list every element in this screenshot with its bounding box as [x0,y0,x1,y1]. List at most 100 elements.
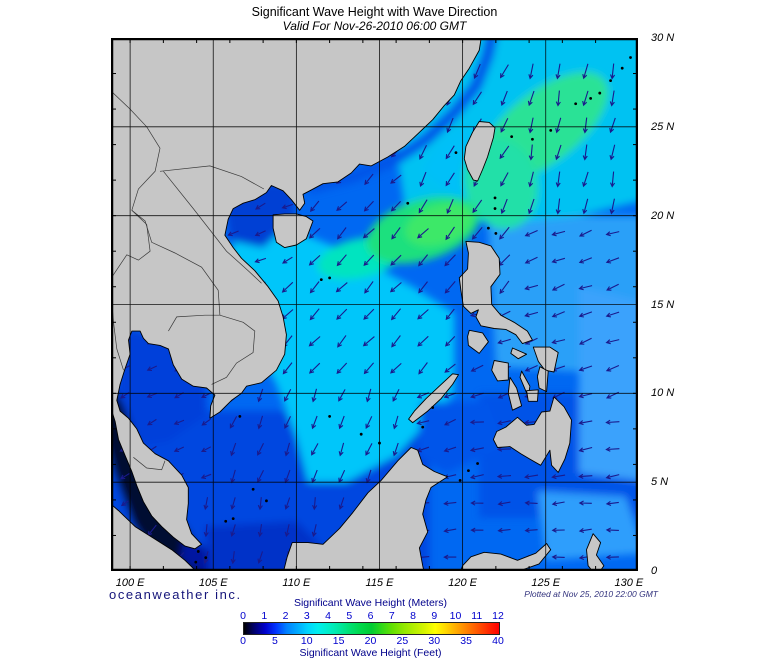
wave-arrow [444,281,456,294]
island-dot [476,462,479,465]
wave-arrow [444,254,456,267]
wave-arrow [281,203,294,210]
wave-arrow [551,474,566,480]
wave-arrow [578,229,592,237]
land-palawan [408,373,459,424]
land-taiwan [463,121,496,182]
wave-arrow [257,388,264,403]
wave-arrow [555,63,561,80]
wave-arrow [227,230,239,237]
wave-arrow [173,419,185,426]
wave-arrow [473,63,481,80]
wave-arrow [605,474,620,480]
wave-arrow [470,500,484,506]
border-laos-vietnam [163,171,262,284]
wave-arrow [417,228,429,239]
wave-arrow [499,145,510,160]
border-cambodia-thailand [168,314,220,332]
legend-tick: 0 [240,610,246,622]
valid-time-subtitle: Valid For Nov-26-2010 06:00 GMT [282,19,467,33]
wave-arrow [337,335,347,348]
wave-arrow [391,335,401,348]
wave-arrow [528,144,534,161]
wave-arrow [443,500,457,506]
wave-region-pacific-light-band [579,286,638,481]
wave-arrow [230,524,236,538]
land-sumatra [111,503,195,571]
island-dot [231,517,235,520]
wave-arrow [230,497,236,511]
lon-label: 100 E [115,577,145,589]
border-china-vietnam [159,165,265,190]
wave-arrow [230,551,236,565]
wave-arrow [417,335,429,347]
wave-arrow [362,228,375,239]
wave-arrow [365,388,372,403]
wave-arrow [418,362,428,375]
wave-region-scs-cyan [218,224,455,483]
wave-region-scs-green-core [405,203,474,246]
wave-arrow [605,257,620,264]
wave-arrow [500,172,509,187]
wave-arrow [605,231,620,237]
wave-arrow [147,418,157,426]
country-borders-layer [111,90,265,471]
oceanweather-branding: oceanweather inc. [109,587,242,602]
wave-arrow [362,336,375,347]
legend-tick: 5 [271,635,278,647]
lon-label: 105 E [198,577,228,589]
wave-arrow [255,202,266,210]
wave-arrow [605,446,620,452]
legend-tick: 30 [428,635,441,647]
graticule-layer [111,38,638,571]
wave-arrow [443,554,457,560]
island-dot [328,415,332,418]
wave-arrow [284,497,291,510]
wave-arrow [257,551,264,564]
island-dot [589,97,593,100]
island-dot [629,56,632,59]
wave-arrow [308,336,321,347]
wave-arrow [472,91,482,106]
wave-arrow [578,257,593,264]
wave-arrow [551,501,565,507]
wave-arrow [390,362,402,374]
lat-label: 10 N [651,387,675,400]
wave-arrow [551,283,565,291]
island-dot [549,128,553,132]
plotted-at-timestamp: Plotted at Nov 25, 2010 22:00 GMT [524,589,658,599]
wave-arrow [578,500,592,506]
wave-arrow [528,117,534,134]
wave-arrow [284,524,290,538]
wave-arrow [500,64,509,79]
land-halmahera [586,533,605,571]
wave-arrow [389,282,402,293]
wave-arrow [582,198,589,215]
wave-arrow [470,364,484,372]
border-cambodia-vietnam [211,314,256,385]
island-dot [359,432,363,436]
map-frame [111,38,638,571]
wave-arrow [312,497,318,511]
wave-arrow [309,200,320,212]
island-dot [531,137,534,141]
wave-arrow [551,527,565,533]
wave-arrow [524,364,538,372]
wave-arrow [578,446,593,453]
wave-arrow [146,365,158,372]
wave-arrow [445,172,455,187]
legend-tick: 8 [410,610,416,622]
wave-arrow [419,145,427,160]
legend-feet-label: Significant Wave Height (Feet) [299,647,442,659]
wave-arrow [605,364,620,372]
land-sulawesi [460,543,552,571]
wave-arrow [254,230,266,237]
wave-arrow [363,362,375,375]
island-dot [620,66,624,70]
wave-arrow [605,311,620,318]
wave-arrow [200,473,212,480]
wave-arrow [417,309,429,320]
wave-arrow [524,284,539,291]
wave-arrow [443,446,457,453]
wave-arrow [257,415,264,430]
